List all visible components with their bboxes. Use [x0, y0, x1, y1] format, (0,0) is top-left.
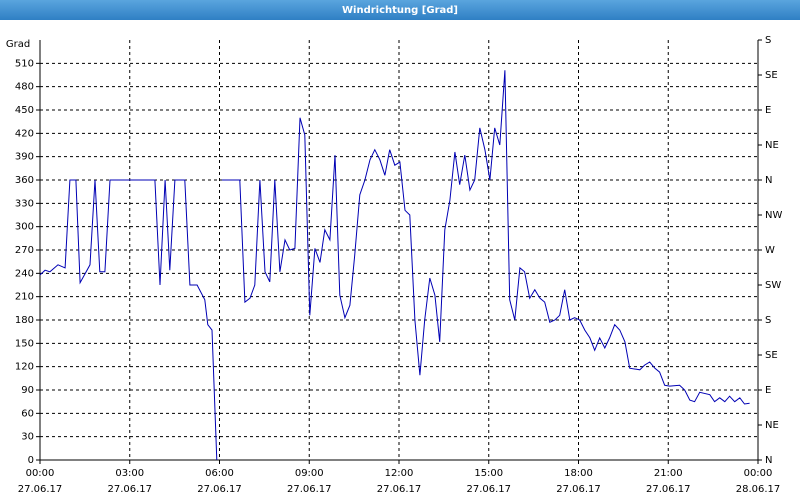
- y-tick-label: 480: [15, 82, 34, 93]
- y2-tick-label: N: [765, 455, 772, 466]
- y-tick-label: 60: [21, 408, 34, 419]
- x-tick-label: 12:00: [385, 468, 414, 479]
- x-tick-date: 27.06.17: [646, 484, 691, 495]
- y-tick-label: 450: [15, 105, 34, 116]
- x-tick-label: 03:00: [115, 468, 144, 479]
- x-tick-label: 00:00: [744, 468, 773, 479]
- y-tick-label: 390: [15, 152, 34, 163]
- y2-tick-label: SE: [765, 350, 778, 361]
- y2-tick-label: E: [765, 385, 771, 396]
- x-tick-date: 27.06.17: [556, 484, 601, 495]
- y2-tick-label: NW: [765, 210, 782, 221]
- y-tick-label: 120: [15, 362, 34, 373]
- y-tick-label: 330: [15, 198, 34, 209]
- y-tick-label: 510: [15, 58, 34, 69]
- y2-tick-label: S: [765, 315, 771, 326]
- y2-tick-label: NE: [765, 420, 779, 431]
- data-line: [39, 70, 750, 461]
- y-tick-label: 360: [15, 175, 34, 186]
- x-tick-label: 21:00: [654, 468, 683, 479]
- x-tick-label: 15:00: [474, 468, 503, 479]
- x-tick-date: 27.06.17: [377, 484, 422, 495]
- x-tick-date: 27.06.17: [197, 484, 242, 495]
- x-tick-label: 00:00: [26, 468, 55, 479]
- chart-title: Windrichtung [Grad]: [342, 5, 458, 16]
- y-tick-label: 240: [15, 268, 34, 279]
- x-tick-date: 27.06.17: [466, 484, 511, 495]
- y2-tick-label: E: [765, 105, 771, 116]
- x-tick-date: 28.06.17: [736, 484, 781, 495]
- y-tick-label: 420: [15, 128, 34, 139]
- title-bar: [0, 0, 800, 20]
- y-tick-label: 270: [15, 245, 34, 256]
- y2-tick-label: W: [765, 245, 775, 256]
- y-tick-label: 180: [15, 315, 34, 326]
- x-tick-label: 09:00: [295, 468, 324, 479]
- y-tick-label: 30: [21, 432, 34, 443]
- y-tick-label: 210: [15, 292, 34, 303]
- x-tick-date: 27.06.17: [107, 484, 152, 495]
- x-tick-date: 27.06.17: [287, 484, 332, 495]
- y2-tick-label: NE: [765, 140, 779, 151]
- x-tick-date: 27.06.17: [18, 484, 63, 495]
- y2-tick-label: SW: [765, 280, 781, 291]
- y2-tick-label: N: [765, 175, 772, 186]
- y-tick-label: 0: [28, 455, 34, 466]
- x-tick-label: 06:00: [205, 468, 234, 479]
- y2-tick-label: SE: [765, 70, 778, 81]
- y-tick-label: 150: [15, 338, 34, 349]
- y-tick-label: 90: [21, 385, 34, 396]
- x-tick-label: 18:00: [564, 468, 593, 479]
- y-tick-label: 300: [15, 222, 34, 233]
- y-axis-label: Grad: [6, 39, 30, 50]
- y2-tick-label: S: [765, 35, 771, 46]
